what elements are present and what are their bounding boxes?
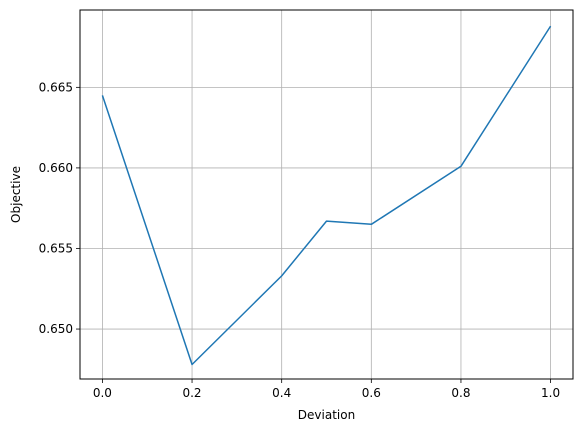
x-axis-label: Deviation (298, 408, 355, 422)
plot-frame (79, 9, 574, 380)
x-tick-label: 0.8 (451, 386, 470, 400)
y-tick-label: 0.665 (39, 80, 73, 94)
x-tick-label: 1.0 (541, 386, 560, 400)
axis-ticks: 0.0 0.2 0.4 0.6 0.8 1.0 0.650 0.655 0.660 0.665 (39, 80, 560, 400)
grid-lines (80, 10, 573, 379)
y-tick-label: 0.655 (39, 241, 73, 255)
series-layer (101, 25, 552, 366)
x-tick-label: 0.2 (182, 386, 201, 400)
series-line (101, 25, 552, 366)
x-tick-label: 0.0 (93, 386, 112, 400)
x-tick-label: 0.4 (272, 386, 291, 400)
y-tick-label: 0.660 (39, 161, 73, 175)
y-axis-label: Objective (9, 166, 23, 223)
x-tick-label: 0.6 (362, 386, 381, 400)
y-tick-label: 0.650 (39, 322, 73, 336)
